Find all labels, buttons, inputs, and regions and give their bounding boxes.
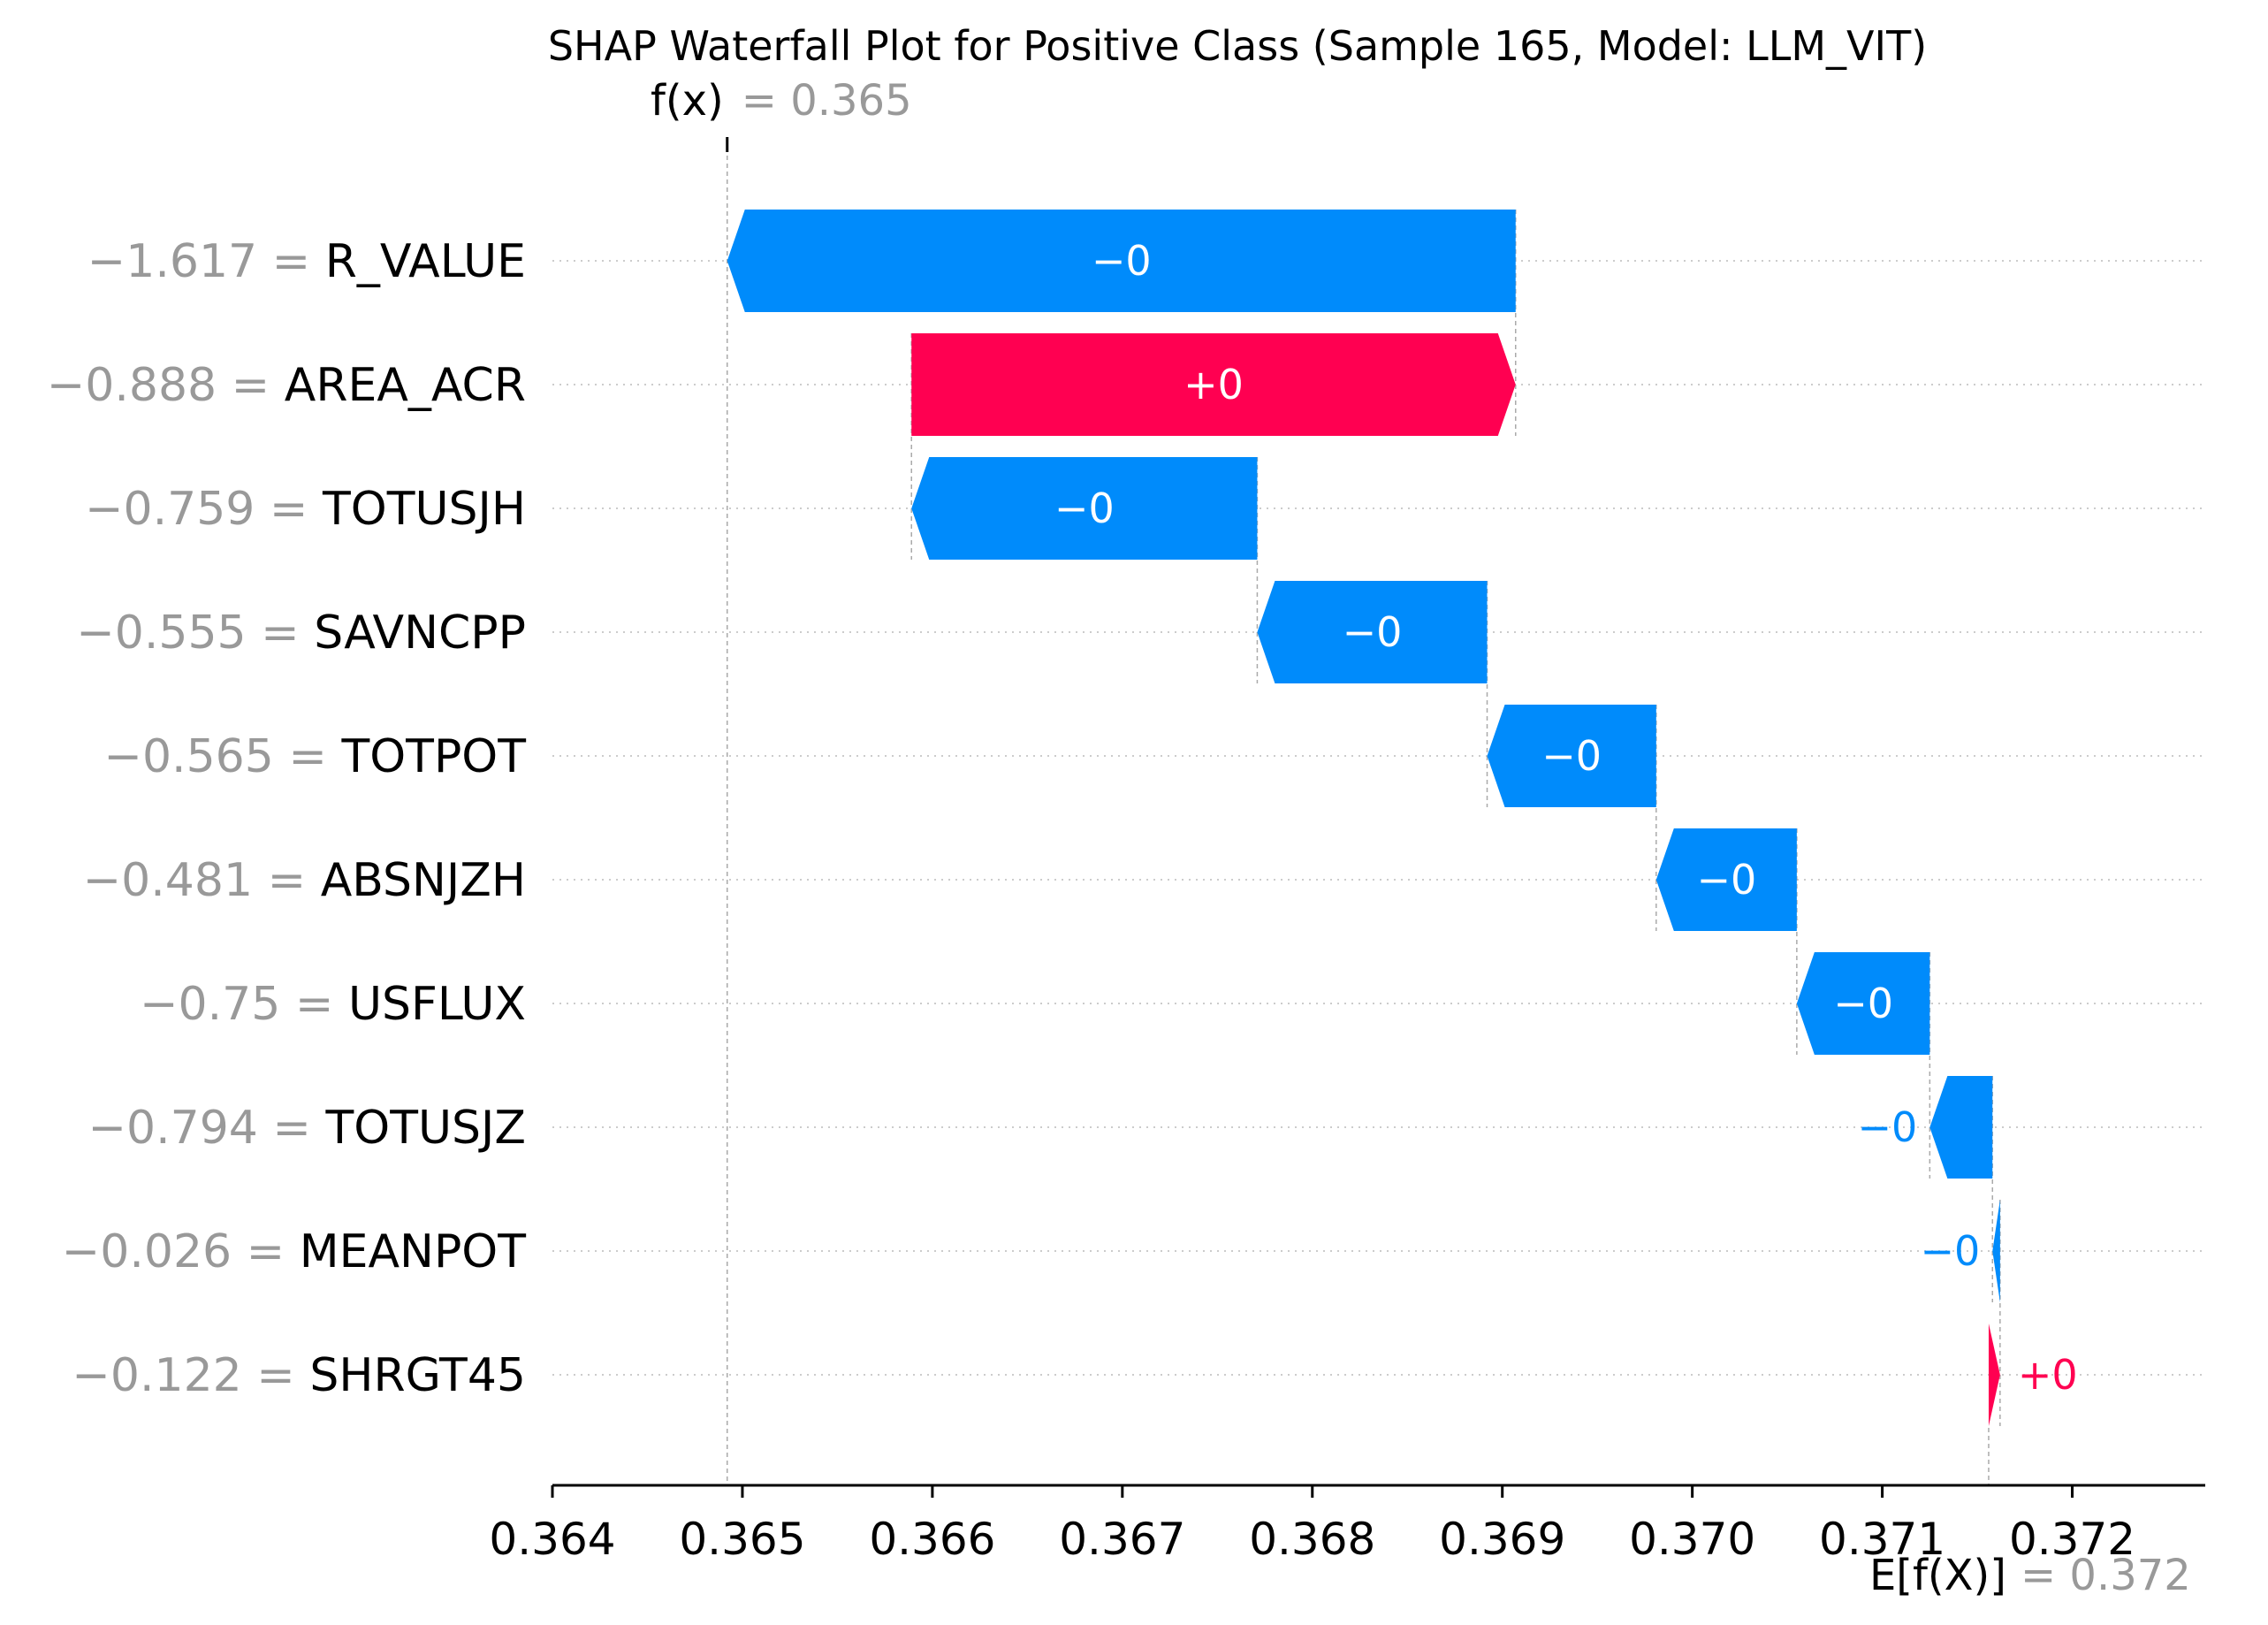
base-value: = 0.372 (2021, 1551, 2191, 1600)
feature-value: −0.481 = (83, 854, 321, 907)
x-tick-label: 0.366 (869, 1514, 995, 1565)
feature-name: TOTUSJZ (325, 1102, 526, 1155)
bar-label: +0 (2018, 1351, 2078, 1399)
y-axis-labels: −1.617 = R_VALUE −0.888 = AREA_ACR −0.759 … (47, 235, 527, 1402)
ytick-label: −0.481 = ABSNJZH (83, 854, 526, 907)
bar-totpot (1487, 705, 1656, 807)
bar-totusjz (1929, 1076, 1993, 1179)
ytick-label: −0.888 = AREA_ACR (47, 359, 526, 412)
feature-value: −0.759 = (85, 483, 323, 536)
x-axis: 0.364 0.365 0.366 0.367 0.368 0.369 0.370 0.371… (489, 1484, 2205, 1565)
feature-value: −0.565 = (103, 730, 341, 783)
ytick-label: −0.026 = MEANPOT (62, 1225, 527, 1278)
bar-label: −0 (1541, 732, 1602, 780)
bar-label: −0 (1343, 608, 1403, 656)
bar-label: −0 (1092, 237, 1152, 285)
feature-value: −0.026 = (62, 1225, 300, 1278)
x-tick-label: 0.368 (1249, 1514, 1375, 1565)
ytick-label: −0.555 = SAVNCPP (76, 607, 526, 660)
feature-name: SHRGT45 (309, 1349, 526, 1402)
bar-label: −0 (1696, 856, 1756, 904)
feature-name: TOTPOT (340, 730, 526, 783)
x-tick-label: 0.372 (2009, 1514, 2135, 1565)
feature-name: MEANPOT (300, 1225, 526, 1278)
bar-absnjzh (1655, 828, 1797, 931)
ytick-label: −0.75 = USFLUX (140, 978, 526, 1031)
feature-value: −0.888 = (47, 359, 285, 412)
bar-label: +0 (1183, 361, 1244, 408)
bar-r_value (727, 210, 1516, 312)
fx-label: f(x) (651, 76, 724, 126)
feature-name: AREA_ACR (285, 359, 526, 412)
bar-usflux (1796, 952, 1930, 1055)
feature-value: −0.122 = (72, 1349, 309, 1402)
ytick-label: −0.794 = TOTUSJZ (88, 1102, 526, 1155)
bar-label: −0 (1920, 1227, 1980, 1275)
bars: −0 +0 −0 −0 −0 −0 −0 −0 −0 +0 (727, 210, 2078, 1426)
bar-savncpp (1257, 581, 1488, 683)
ytick-label: −0.565 = TOTPOT (103, 730, 526, 783)
bar-shrgt45 (1988, 1324, 2000, 1426)
bar-label: −0 (1054, 484, 1115, 532)
base-value-annotation: E[f(X)] = 0.372 (1869, 1551, 2191, 1600)
feature-name: USFLUX (348, 978, 526, 1031)
ytick-label: −0.122 = SHRGT45 (72, 1349, 526, 1402)
x-tick-label: 0.367 (1059, 1514, 1185, 1565)
feature-name: ABSNJZH (321, 854, 526, 907)
feature-value: −0.794 = (88, 1102, 325, 1155)
x-tick-label: 0.365 (679, 1514, 805, 1565)
fx-annotation: f(x) = 0.365 (651, 76, 912, 126)
fx-value: = 0.365 (742, 76, 912, 126)
base-label: E[f(X)] (1869, 1551, 2006, 1600)
bar-label: −0 (1833, 980, 1893, 1027)
ytick-label: −0.759 = TOTUSJH (85, 483, 526, 536)
bar-label: −0 (1858, 1103, 1918, 1151)
feature-value: −0.75 = (140, 978, 348, 1031)
x-tick-label: 0.370 (1629, 1514, 1755, 1565)
bar-meanpot (1992, 1200, 2000, 1302)
feature-value: −1.617 = (88, 235, 325, 288)
bar-area_acr (911, 333, 1516, 436)
x-tick-label: 0.369 (1439, 1514, 1565, 1565)
ytick-label: −1.617 = R_VALUE (88, 235, 526, 288)
feature-value: −0.555 = (76, 607, 314, 660)
feature-name: R_VALUE (325, 235, 526, 288)
x-tick-label: 0.364 (489, 1514, 615, 1565)
connectors (726, 137, 2001, 1485)
x-tick-label: 0.371 (1819, 1514, 1945, 1565)
chart-title: SHAP Waterfall Plot for Positive Class (… (548, 22, 1927, 70)
bar-totusjh (911, 457, 1258, 560)
feature-name: TOTUSJH (322, 483, 526, 536)
feature-name: SAVNCPP (314, 607, 526, 660)
